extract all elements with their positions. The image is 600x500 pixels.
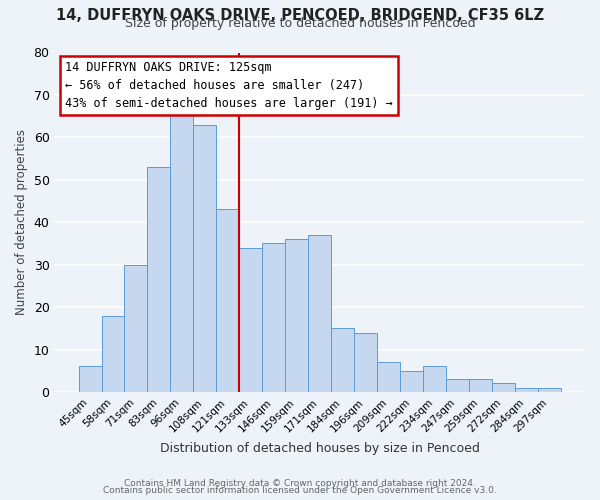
Bar (354, 332, 377, 392)
Bar (308, 235, 331, 392)
Bar (193, 124, 217, 392)
Bar (101, 316, 124, 392)
Bar (148, 167, 170, 392)
Bar (170, 112, 193, 392)
Bar (515, 388, 538, 392)
Bar (331, 328, 354, 392)
Text: 14, DUFFRYN OAKS DRIVE, PENCOED, BRIDGEND, CF35 6LZ: 14, DUFFRYN OAKS DRIVE, PENCOED, BRIDGEN… (56, 8, 544, 22)
Bar (239, 248, 262, 392)
Text: Contains public sector information licensed under the Open Government Licence v3: Contains public sector information licen… (103, 486, 497, 495)
Bar (400, 370, 423, 392)
Bar (262, 244, 285, 392)
Bar (79, 366, 101, 392)
Y-axis label: Number of detached properties: Number of detached properties (15, 129, 28, 315)
Bar (492, 384, 515, 392)
Bar (446, 379, 469, 392)
Text: Size of property relative to detached houses in Pencoed: Size of property relative to detached ho… (125, 18, 475, 30)
Text: Contains HM Land Registry data © Crown copyright and database right 2024.: Contains HM Land Registry data © Crown c… (124, 478, 476, 488)
Bar (377, 362, 400, 392)
X-axis label: Distribution of detached houses by size in Pencoed: Distribution of detached houses by size … (160, 442, 479, 455)
Text: 14 DUFFRYN OAKS DRIVE: 125sqm
← 56% of detached houses are smaller (247)
43% of : 14 DUFFRYN OAKS DRIVE: 125sqm ← 56% of d… (65, 61, 393, 110)
Bar (538, 388, 561, 392)
Bar (423, 366, 446, 392)
Bar (285, 239, 308, 392)
Bar (124, 264, 148, 392)
Bar (217, 210, 239, 392)
Bar (469, 379, 492, 392)
